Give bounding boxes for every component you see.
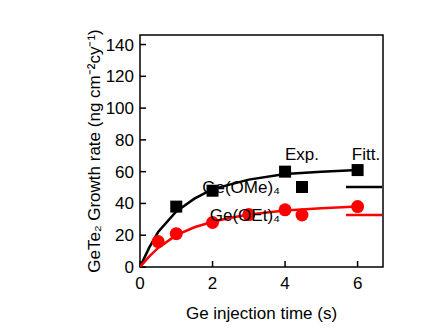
data-point — [152, 235, 165, 248]
legend-label: Ge(OEt)₄ — [210, 206, 280, 225]
data-point — [279, 166, 291, 178]
y-tick-label: 140 — [106, 36, 134, 55]
plot-frame — [140, 35, 383, 267]
x-tick-label: 2 — [208, 274, 217, 293]
y-tick — [140, 107, 146, 109]
chart: 0246020406080100120140Ge injection time … — [0, 0, 443, 336]
x-tick-label: 4 — [280, 274, 289, 293]
x-tick-label: 0 — [135, 274, 144, 293]
legend-header: Fitt. — [352, 145, 380, 164]
fit-line — [140, 207, 358, 267]
y-tick — [140, 171, 146, 173]
x-tick — [212, 261, 214, 267]
x-tick — [284, 261, 286, 267]
y-tick — [140, 139, 146, 141]
y-tick-label: 40 — [115, 194, 134, 213]
y-tick — [140, 203, 146, 205]
plot-data — [140, 164, 364, 267]
y-tick — [140, 76, 146, 78]
y-tick — [140, 234, 146, 236]
data-point — [279, 203, 292, 216]
y-tick-label: 0 — [125, 258, 134, 277]
y-tick-label: 100 — [106, 99, 134, 118]
legend-line — [346, 186, 382, 189]
y-axis-label: GeTe₂ Growth rate (ng cm⁻²cy⁻¹) — [85, 29, 104, 272]
data-point — [170, 201, 182, 213]
y-tick-label: 60 — [115, 163, 134, 182]
legend-marker — [296, 209, 309, 222]
y-tick-label: 120 — [106, 67, 134, 86]
data-point — [351, 200, 364, 213]
data-point — [352, 164, 364, 176]
legend-line — [346, 214, 382, 217]
legend-marker — [296, 181, 308, 193]
x-axis-label: Ge injection time (s) — [186, 304, 337, 323]
y-tick — [140, 44, 146, 46]
legend-label: Ge(OMe)₄ — [202, 178, 280, 197]
data-point — [170, 227, 183, 240]
fit-line — [140, 170, 358, 267]
x-tick-label: 6 — [353, 274, 362, 293]
y-tick-label: 80 — [115, 131, 134, 150]
x-tick — [357, 261, 359, 267]
y-tick-label: 20 — [115, 226, 134, 245]
legend-header: Exp. — [285, 145, 319, 164]
